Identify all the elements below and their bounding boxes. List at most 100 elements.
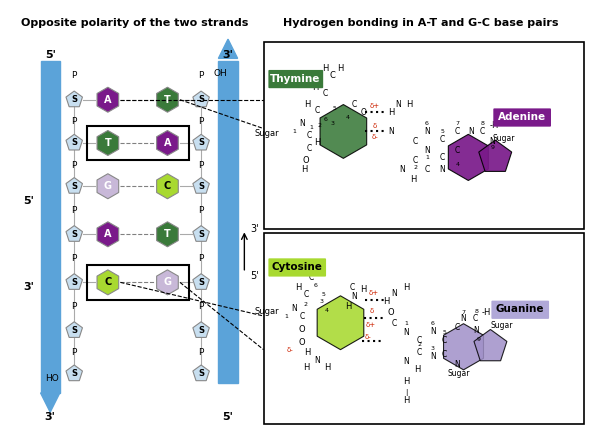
Text: 2: 2 [417, 342, 421, 347]
Text: H: H [360, 285, 367, 293]
Text: 5': 5' [250, 271, 259, 281]
Text: C: C [330, 71, 336, 80]
Text: T: T [164, 229, 171, 239]
Polygon shape [66, 226, 83, 241]
Polygon shape [66, 365, 83, 381]
Text: C: C [320, 263, 326, 273]
Text: C: C [455, 127, 460, 136]
Text: P: P [71, 254, 77, 263]
Text: C: C [315, 106, 320, 115]
Polygon shape [97, 270, 119, 295]
Text: 1: 1 [404, 321, 408, 326]
Text: C: C [323, 89, 327, 98]
Text: H: H [410, 175, 417, 184]
Text: 5': 5' [24, 196, 34, 206]
Text: 5: 5 [440, 129, 444, 134]
Text: 7: 7 [461, 310, 466, 315]
Bar [264, 42, 584, 230]
Text: C: C [164, 181, 171, 191]
Polygon shape [156, 174, 178, 199]
Text: OH: OH [214, 69, 227, 78]
Text: C: C [442, 335, 447, 345]
Text: 5: 5 [333, 106, 337, 111]
Text: S: S [198, 326, 204, 335]
Text: N: N [440, 165, 445, 174]
Polygon shape [97, 222, 119, 247]
Text: 6: 6 [425, 121, 429, 126]
Text: P: P [198, 161, 204, 170]
Text: 5': 5' [222, 412, 234, 422]
Bar [41, 61, 60, 393]
Text: -H: -H [482, 308, 491, 317]
Text: C: C [440, 153, 445, 162]
Polygon shape [448, 135, 489, 181]
Text: N: N [299, 119, 305, 128]
Text: P: P [198, 71, 204, 80]
Text: N: N [454, 359, 460, 368]
Text: S: S [71, 369, 77, 378]
Text: C: C [480, 127, 486, 136]
Text: Sugar: Sugar [254, 307, 279, 316]
Polygon shape [478, 140, 512, 171]
Text: G: G [163, 277, 172, 287]
Text: H: H [322, 63, 328, 72]
Text: H: H [312, 83, 319, 92]
Text: C: C [299, 312, 304, 320]
Text: S: S [198, 278, 204, 287]
Text: C: C [413, 156, 418, 165]
Polygon shape [66, 178, 83, 193]
Text: O: O [387, 308, 394, 317]
Text: N: N [291, 304, 297, 313]
Polygon shape [66, 322, 83, 337]
Polygon shape [156, 87, 178, 112]
Text: 6: 6 [323, 118, 327, 122]
Text: O: O [299, 339, 306, 348]
Text: C: C [455, 146, 460, 155]
Text: 6: 6 [431, 321, 435, 326]
Text: 6: 6 [313, 283, 317, 288]
Text: N: N [351, 292, 357, 301]
Text: C: C [442, 350, 447, 359]
Polygon shape [66, 135, 83, 150]
Text: N: N [403, 357, 409, 366]
Text: H: H [402, 283, 409, 292]
Text: 5: 5 [442, 330, 446, 335]
Polygon shape [193, 91, 209, 107]
Text: S: S [198, 230, 204, 239]
Text: 5': 5' [45, 49, 55, 59]
Text: 2: 2 [414, 164, 418, 170]
Text: 9: 9 [477, 337, 481, 342]
Text: Cytosine: Cytosine [272, 262, 323, 272]
Polygon shape [193, 322, 209, 337]
Text: Sugar: Sugar [493, 134, 515, 143]
Text: C: C [303, 290, 309, 299]
Text: 3: 3 [431, 346, 435, 351]
Text: H: H [301, 165, 307, 174]
Text: S: S [71, 182, 77, 191]
Text: 2: 2 [304, 302, 308, 307]
Text: C: C [349, 283, 355, 292]
Text: N: N [430, 352, 435, 361]
Text: H: H [307, 259, 313, 268]
Text: C: C [455, 323, 460, 332]
Text: Sugar: Sugar [491, 321, 513, 330]
Text: T: T [104, 138, 112, 148]
Text: δ+: δ+ [370, 103, 380, 109]
Text: C: C [351, 100, 356, 109]
Polygon shape [193, 135, 209, 150]
Polygon shape [66, 91, 83, 107]
Text: H: H [304, 100, 311, 109]
Text: N: N [399, 165, 405, 174]
Text: N: N [314, 356, 320, 365]
Polygon shape [156, 222, 178, 247]
Text: H: H [295, 283, 301, 292]
Polygon shape [97, 174, 119, 199]
Text: C: C [440, 135, 445, 144]
Text: C: C [424, 165, 430, 174]
Text: N: N [389, 127, 394, 136]
Text: S: S [198, 369, 204, 378]
Text: P: P [71, 348, 77, 357]
FancyBboxPatch shape [268, 70, 323, 88]
Text: δ+: δ+ [369, 290, 379, 296]
Text: P: P [71, 117, 77, 126]
